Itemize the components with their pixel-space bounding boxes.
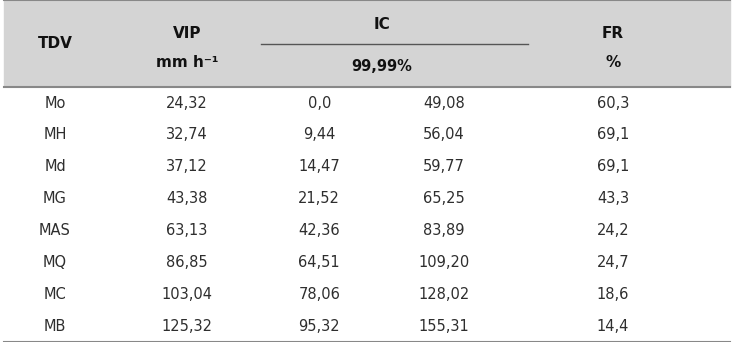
Bar bbox=[4, 87, 730, 342]
Text: MC: MC bbox=[44, 287, 66, 302]
Text: VIP: VIP bbox=[173, 26, 201, 41]
Text: 32,74: 32,74 bbox=[167, 128, 208, 143]
Text: 18,6: 18,6 bbox=[597, 287, 629, 302]
Text: 103,04: 103,04 bbox=[161, 287, 213, 302]
Text: 99,99%: 99,99% bbox=[352, 59, 412, 74]
Text: 24,2: 24,2 bbox=[597, 223, 629, 238]
Text: 109,20: 109,20 bbox=[418, 255, 470, 270]
Text: 63,13: 63,13 bbox=[167, 223, 208, 238]
Text: Mo: Mo bbox=[44, 96, 66, 110]
Text: 24,7: 24,7 bbox=[597, 255, 629, 270]
Text: MG: MG bbox=[43, 191, 67, 206]
Text: 43,38: 43,38 bbox=[167, 191, 208, 206]
Text: 60,3: 60,3 bbox=[597, 96, 629, 110]
Text: 125,32: 125,32 bbox=[161, 319, 213, 333]
Text: MB: MB bbox=[44, 319, 66, 333]
Text: 78,06: 78,06 bbox=[298, 287, 341, 302]
Text: MH: MH bbox=[43, 128, 67, 143]
Text: 43,3: 43,3 bbox=[597, 191, 629, 206]
Text: 69,1: 69,1 bbox=[597, 159, 629, 174]
Text: %: % bbox=[606, 55, 620, 70]
Bar bbox=[4, 0, 730, 87]
Text: 21,52: 21,52 bbox=[298, 191, 341, 206]
Text: FR: FR bbox=[602, 26, 624, 41]
Text: 9,44: 9,44 bbox=[303, 128, 335, 143]
Text: 128,02: 128,02 bbox=[418, 287, 470, 302]
Text: 155,31: 155,31 bbox=[418, 319, 470, 333]
Text: 24,32: 24,32 bbox=[167, 96, 208, 110]
Text: 49,08: 49,08 bbox=[424, 96, 465, 110]
Text: 42,36: 42,36 bbox=[299, 223, 340, 238]
Text: MQ: MQ bbox=[43, 255, 67, 270]
Text: 64,51: 64,51 bbox=[299, 255, 340, 270]
Text: 65,25: 65,25 bbox=[424, 191, 465, 206]
Text: 0,0: 0,0 bbox=[308, 96, 331, 110]
Text: 83,89: 83,89 bbox=[424, 223, 465, 238]
Text: MAS: MAS bbox=[39, 223, 71, 238]
Text: 14,4: 14,4 bbox=[597, 319, 629, 333]
Text: mm h⁻¹: mm h⁻¹ bbox=[156, 55, 219, 70]
Text: 37,12: 37,12 bbox=[167, 159, 208, 174]
Text: 86,85: 86,85 bbox=[167, 255, 208, 270]
Text: 69,1: 69,1 bbox=[597, 128, 629, 143]
Text: IC: IC bbox=[374, 17, 390, 32]
Text: 14,47: 14,47 bbox=[299, 159, 340, 174]
Text: 56,04: 56,04 bbox=[424, 128, 465, 143]
Text: Md: Md bbox=[44, 159, 66, 174]
Text: TDV: TDV bbox=[37, 36, 73, 51]
Text: 95,32: 95,32 bbox=[299, 319, 340, 333]
Text: 59,77: 59,77 bbox=[423, 159, 465, 174]
